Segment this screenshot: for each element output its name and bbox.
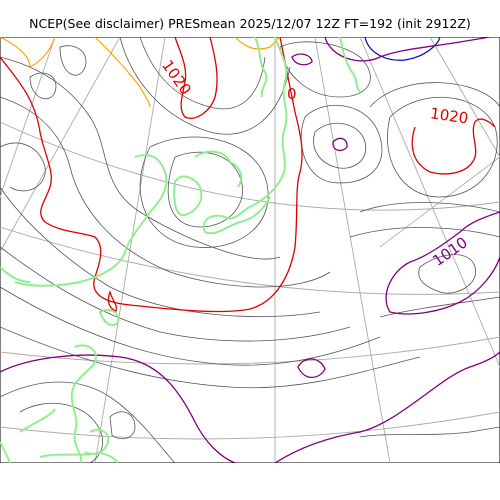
- coastline: [254, 37, 268, 98]
- isobar: [119, 37, 291, 135]
- meridian-line: [0, 37, 121, 253]
- map-title: NCEP(See disclaimer) PRESmean 2025/12/07…: [29, 16, 471, 31]
- latitude-line: [0, 226, 500, 295]
- map-border: [0, 37, 500, 463]
- isobar: [349, 227, 500, 238]
- isobar: [300, 104, 383, 184]
- coastline: [98, 309, 120, 326]
- isobar: [359, 426, 500, 438]
- isobar-line: [0, 37, 303, 313]
- coastline: [339, 37, 361, 93]
- isobar: [379, 296, 500, 318]
- coastline: [19, 408, 56, 433]
- minor-isobars: [0, 37, 500, 463]
- coastline: [0, 441, 11, 463]
- coastline: [39, 451, 119, 463]
- latitude-line: [0, 411, 500, 440]
- isobar: [0, 96, 331, 288]
- isobar-line: [0, 37, 56, 68]
- isobar: [109, 411, 136, 440]
- isobar-line: [94, 37, 151, 108]
- coastline: [194, 150, 243, 188]
- coastline: [202, 37, 288, 235]
- isobar: [0, 326, 421, 389]
- isobar: [0, 246, 351, 342]
- isobar-line: [291, 53, 313, 66]
- coastline: [173, 175, 203, 217]
- isobar-line: [274, 351, 500, 463]
- pressure-map: 1020 1020 1010 0: [0, 37, 500, 463]
- isobar: [0, 186, 321, 318]
- isobar-line: [364, 37, 441, 61]
- meridian-line: [359, 37, 500, 368]
- isobar-line: [332, 137, 348, 152]
- isobar-line: [174, 37, 218, 119]
- isobar-1030: [0, 37, 281, 108]
- meridian-line: [429, 37, 500, 158]
- isobar: [139, 136, 269, 248]
- contour-label-1020-east: 1020: [429, 104, 469, 127]
- coastline: [0, 266, 31, 283]
- isobar: [167, 151, 243, 228]
- isobar: [59, 45, 87, 76]
- meridian-line: [314, 37, 391, 463]
- isobar: [387, 96, 498, 198]
- isobar: [0, 381, 176, 463]
- isobar-line: [411, 118, 496, 175]
- isobar-line: [0, 354, 236, 463]
- isobar: [313, 123, 367, 169]
- isobar-line: [385, 211, 500, 315]
- isobar: [0, 142, 46, 192]
- isobar-1020: [0, 37, 496, 313]
- isobar: [359, 202, 500, 213]
- isobar: [369, 82, 500, 108]
- isobar: [279, 41, 371, 98]
- isobar-line: [297, 358, 326, 379]
- contour-label-fragment: 0: [287, 85, 297, 103]
- isobar: [29, 72, 57, 100]
- isobar: [418, 254, 476, 294]
- meridian-line: [0, 37, 56, 198]
- isobar: [0, 56, 281, 260]
- isobar-line: [234, 37, 281, 50]
- isobar: [0, 286, 381, 366]
- isobar-line: [107, 290, 118, 312]
- coastline: [14, 154, 168, 287]
- meridian-line: [379, 156, 500, 248]
- coastlines: [0, 37, 361, 463]
- latitude-line: [0, 336, 500, 365]
- coastline: [70, 344, 97, 463]
- isobar-1010: [0, 37, 500, 463]
- isobar-high: [364, 37, 441, 61]
- map-canvas: 1020 1020 1010 0: [0, 37, 500, 463]
- isobar-line: [324, 37, 491, 62]
